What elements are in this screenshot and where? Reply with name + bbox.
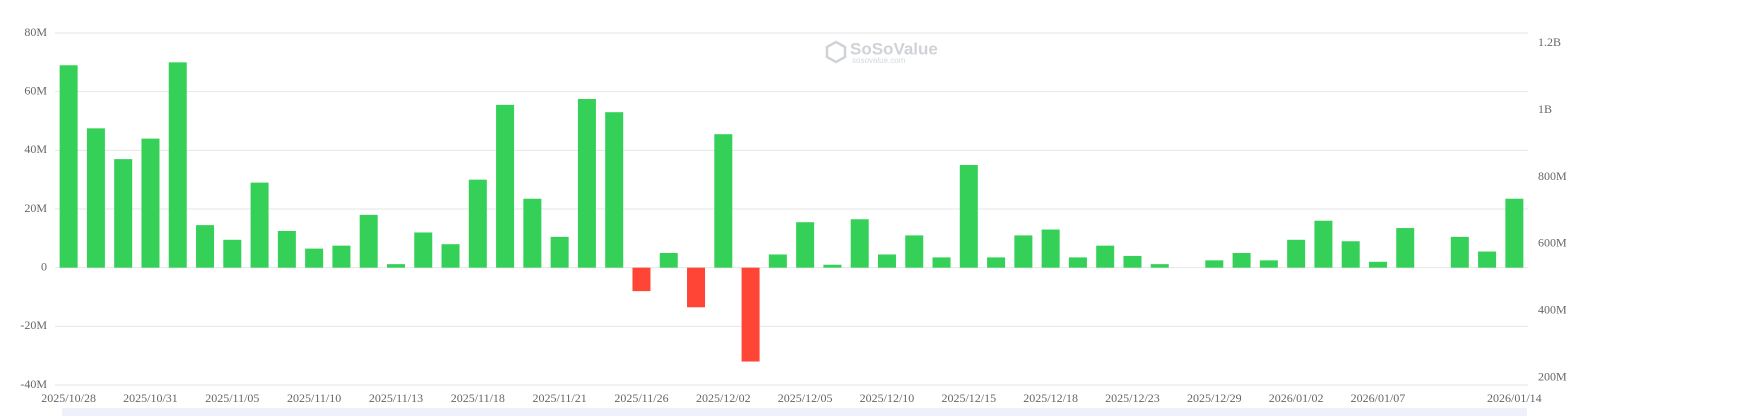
x-tick-label: 2026/01/07 [1351, 391, 1406, 405]
x-tick-label: 2025/11/18 [451, 391, 505, 405]
bar [441, 244, 460, 268]
x-tick-label: 2025/12/10 [860, 391, 915, 405]
x-tick-label: 2025/11/26 [614, 391, 668, 405]
x-tick-label: 2025/11/21 [533, 391, 587, 405]
y-tick-label: -20M [20, 318, 47, 332]
x-tick-label: 2025/12/18 [1023, 391, 1078, 405]
y2-tick-label: 200M [1538, 370, 1567, 384]
x-tick-label: 2025/11/10 [287, 391, 341, 405]
y2-tick-label: 800M [1538, 169, 1567, 183]
watermark: SoSoValue sosovalue.com [825, 39, 938, 65]
bar [741, 267, 760, 362]
bar [959, 165, 978, 268]
bar [1150, 264, 1169, 268]
bar [141, 138, 160, 268]
y-tick-label: 40M [24, 142, 47, 156]
x-tick-label: 2025/10/31 [123, 391, 178, 405]
x-tick-label: 2025/12/23 [1105, 391, 1160, 405]
x-tick-label: 2025/11/13 [369, 391, 423, 405]
bar [414, 232, 433, 268]
x-tick-label: 2025/12/02 [696, 391, 751, 405]
bar [905, 235, 924, 268]
x-tick-label: 2026/01/02 [1269, 391, 1324, 405]
bar [523, 198, 542, 268]
bar [714, 134, 733, 268]
watermark-text: SoSoValue [850, 39, 938, 58]
x-tick-label: 2025/12/29 [1187, 391, 1242, 405]
range-strip [62, 408, 1527, 416]
bar [932, 257, 951, 268]
bar [386, 264, 405, 268]
bar [1041, 229, 1060, 268]
bar [823, 264, 842, 268]
bar [1450, 236, 1469, 268]
bar [1368, 261, 1387, 268]
y2-tick-label: 1B [1538, 102, 1552, 116]
bar [1396, 228, 1415, 268]
bar [687, 267, 706, 308]
bar [605, 112, 624, 268]
bar [114, 159, 133, 268]
x-tick-label: 2025/12/05 [778, 391, 833, 405]
bar [1123, 255, 1142, 268]
y2-tick-label: 1.2B [1538, 35, 1561, 49]
bar [1014, 235, 1033, 268]
bar [1096, 245, 1115, 268]
bar [1232, 253, 1251, 268]
bar [1341, 241, 1360, 268]
bar [1259, 260, 1278, 268]
y-tick-label: -40M [20, 377, 47, 391]
bar [550, 236, 569, 268]
bar [86, 128, 105, 268]
bar [277, 231, 296, 268]
bar [250, 182, 269, 268]
y-tick-label: 20M [24, 201, 47, 215]
y-tick-label: 0 [41, 259, 47, 273]
bar [168, 62, 187, 268]
bar [1068, 257, 1087, 268]
bar [1205, 260, 1224, 268]
bar [987, 257, 1006, 268]
x-tick-label: 2025/11/05 [205, 391, 259, 405]
bar [305, 248, 324, 268]
x-tick-label: 2025/12/15 [941, 391, 996, 405]
bar [496, 104, 515, 268]
bar [877, 254, 896, 268]
bar [332, 245, 351, 268]
bar [659, 253, 678, 268]
x-tick-label: 2026/01/14 [1487, 391, 1542, 405]
bar [359, 214, 378, 268]
bar [223, 239, 242, 268]
x-tick-label: 2025/10/28 [41, 391, 96, 405]
bar [468, 179, 487, 268]
y2-tick-label: 600M [1538, 236, 1567, 250]
bar [1478, 251, 1497, 268]
bar [59, 65, 78, 268]
bar [196, 225, 215, 268]
y-tick-label: 80M [24, 25, 47, 39]
bar [1287, 239, 1306, 268]
bar [577, 99, 596, 268]
bar [1505, 198, 1524, 268]
y-tick-label: 60M [24, 83, 47, 97]
y2-tick-label: 400M [1538, 303, 1567, 317]
bar [1314, 220, 1333, 268]
bar [768, 254, 787, 268]
watermark-sub: sosovalue.com [852, 56, 906, 65]
bar [850, 219, 869, 268]
bar [632, 267, 651, 292]
bar [796, 222, 815, 268]
